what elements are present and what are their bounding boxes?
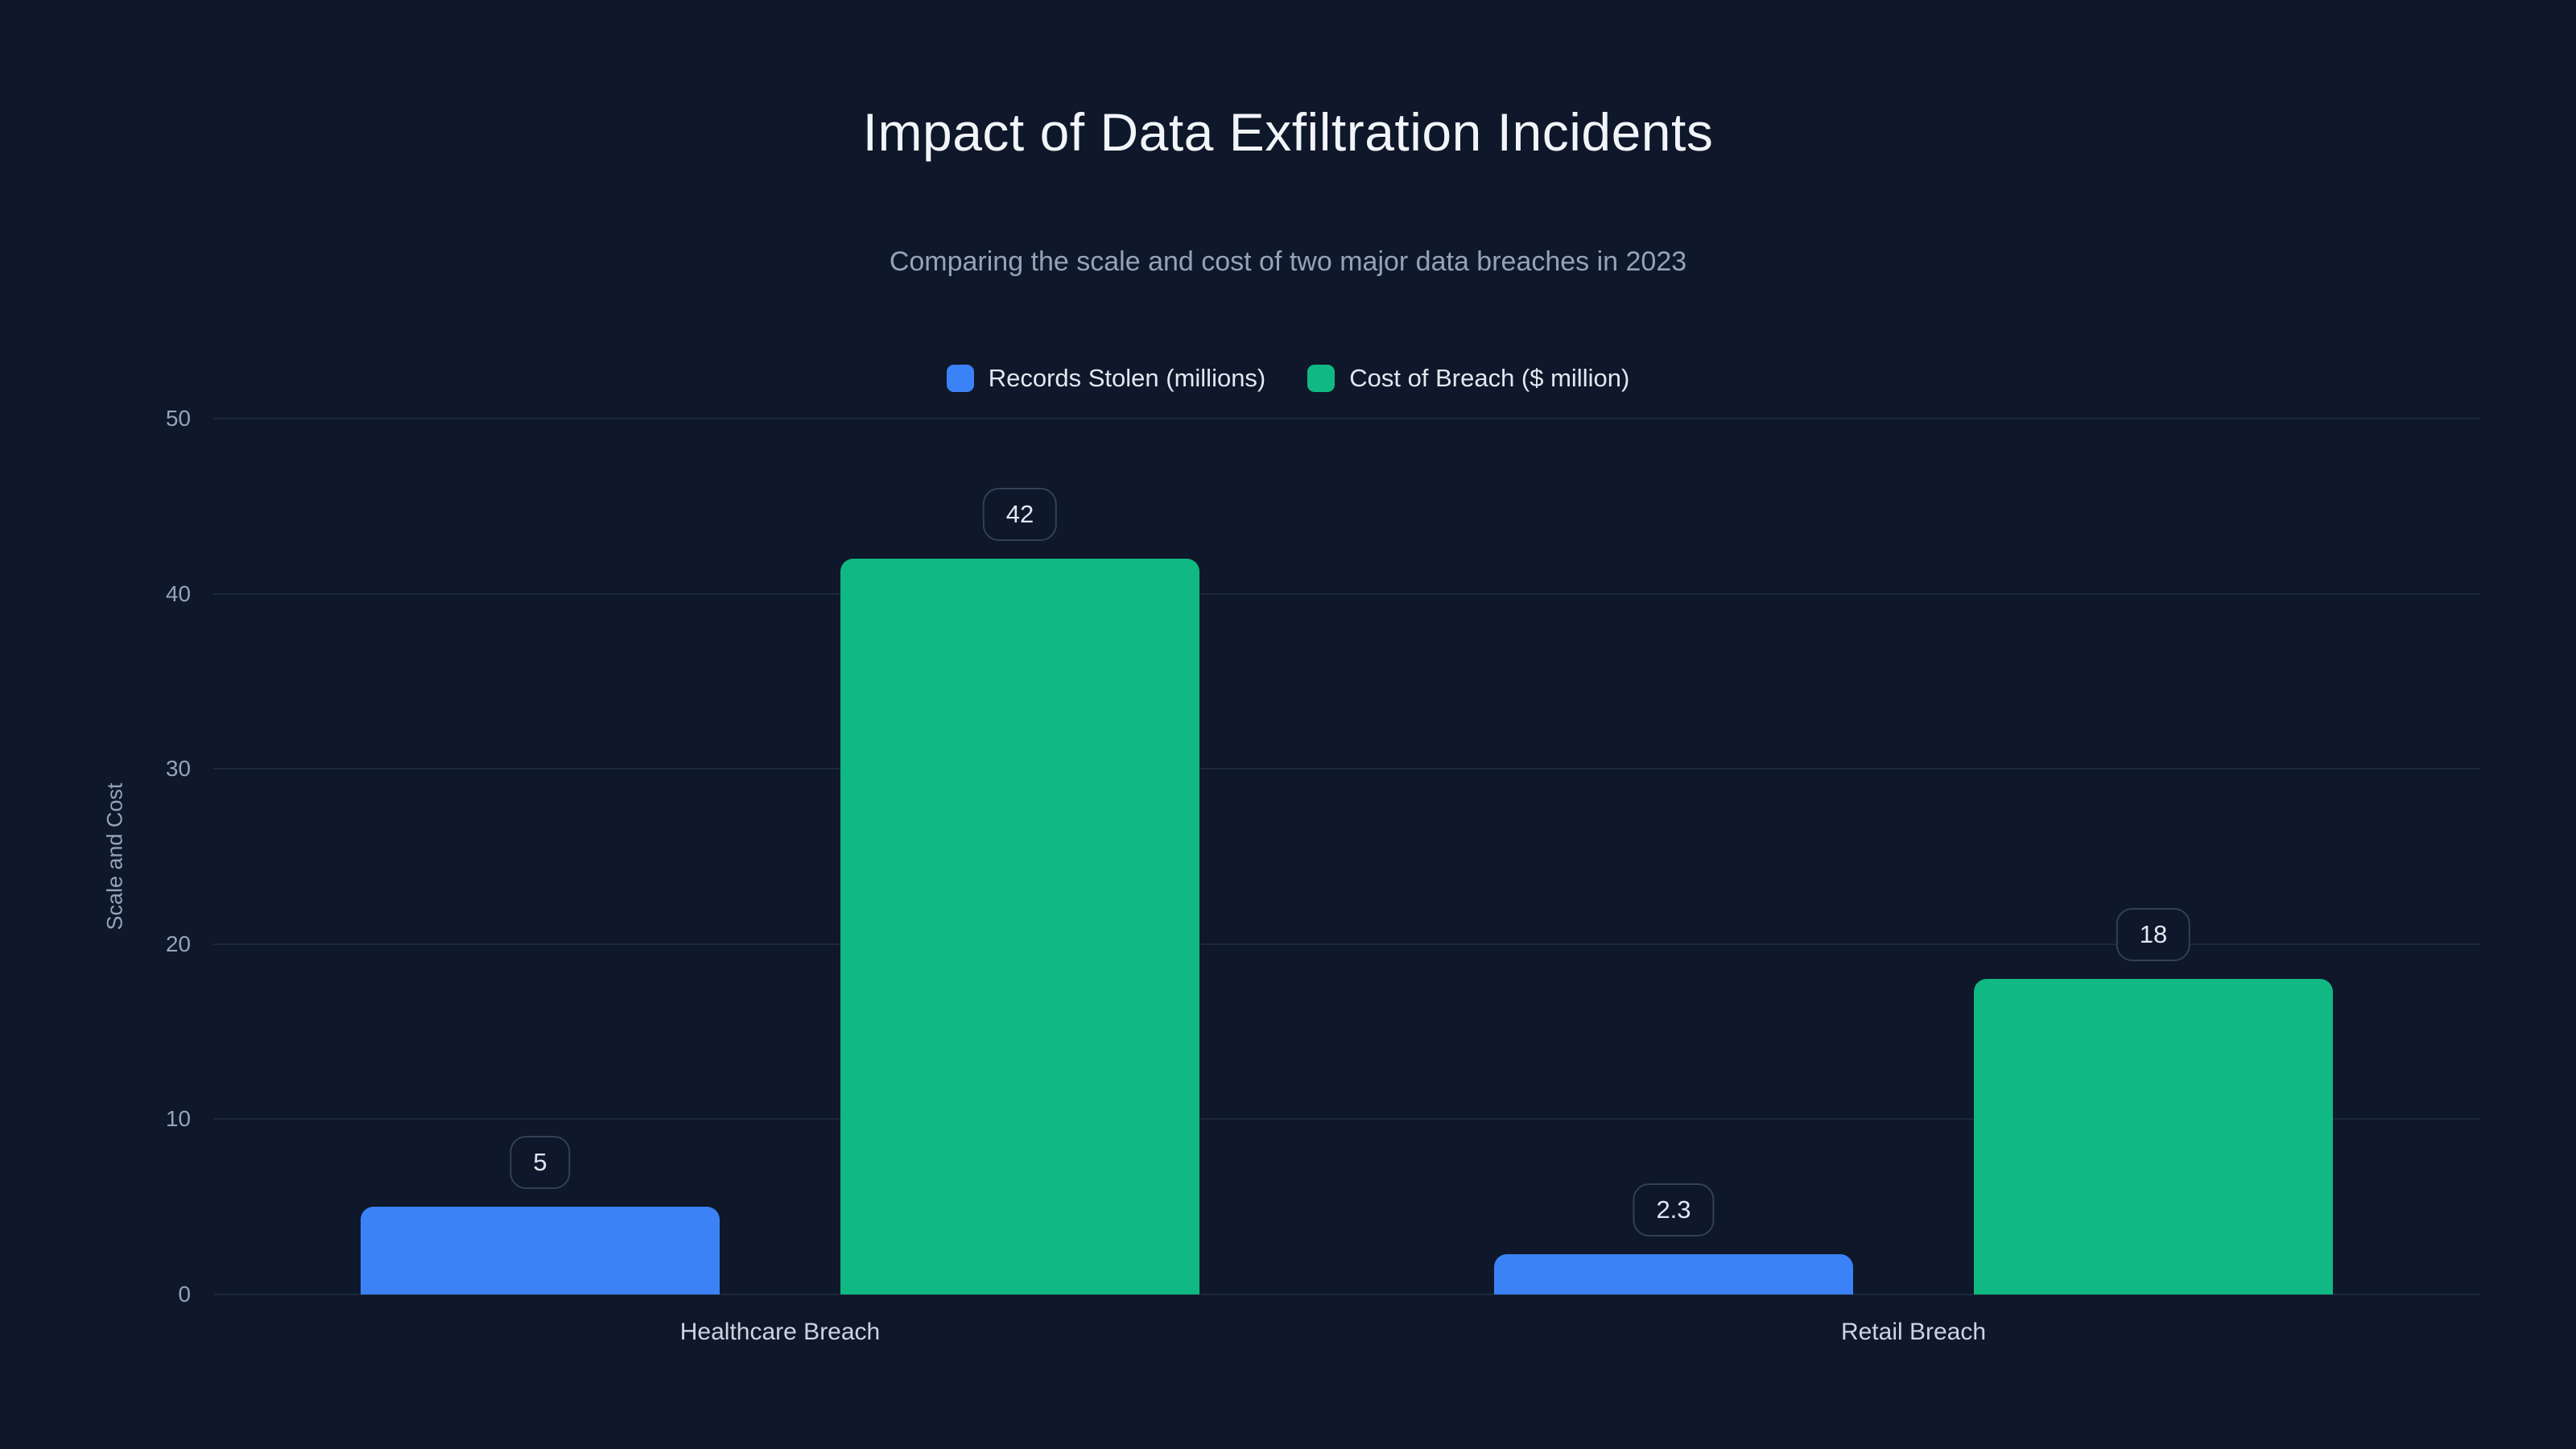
bar-slot: 42	[840, 419, 1199, 1294]
gridline	[213, 768, 2480, 770]
y-axis-label: Scale and Cost	[102, 782, 127, 931]
legend-swatch	[946, 365, 974, 392]
chart-title: Impact of Data Exfiltration Incidents	[862, 102, 1714, 162]
bar-slot: 5	[361, 419, 720, 1294]
y-tick-label: 0	[178, 1282, 191, 1307]
y-tick-label: 30	[165, 756, 191, 782]
legend-item-cost[interactable]: Cost of Breach ($ million)	[1307, 364, 1629, 393]
gridline	[213, 418, 2480, 419]
bar	[361, 1207, 720, 1294]
bar-value-label: 5	[510, 1136, 571, 1190]
bar-value-label: 42	[982, 488, 1058, 542]
legend-label: Cost of Breach ($ million)	[1349, 364, 1630, 392]
gridline	[213, 943, 2480, 945]
bar-group: 2.3 18	[1347, 419, 2480, 1294]
bar-value-label: 2.3	[1633, 1183, 1715, 1236]
gridline	[213, 1294, 2480, 1295]
bar-slot: 2.3	[1494, 419, 1853, 1294]
x-category-label: Healthcare Breach	[679, 1319, 881, 1345]
y-tick-label: 10	[165, 1106, 191, 1132]
bar-groups: 5 42 2.3 18	[213, 419, 2480, 1294]
bar-value-label: 18	[2116, 908, 2191, 962]
plot-area: 5 42 2.3 18 0 10 20 30 40 50	[166, 406, 2480, 1307]
y-tick-label: 40	[165, 580, 191, 606]
legend-label: Records Stolen (millions)	[988, 364, 1266, 392]
bar	[840, 559, 1199, 1294]
bar	[1974, 979, 2333, 1294]
y-tick-label: 20	[165, 931, 191, 956]
gridline	[213, 1118, 2480, 1121]
legend-item-records[interactable]: Records Stolen (millions)	[946, 364, 1266, 393]
y-tick-label: 50	[165, 406, 191, 431]
legend-swatch	[1307, 365, 1335, 392]
chart-subtitle: Comparing the scale and cost of two majo…	[889, 246, 1687, 277]
gridline	[213, 592, 2480, 595]
x-axis-labels: Healthcare Breach Retail Breach	[213, 1319, 2480, 1346]
chart-legend: Records Stolen (millions) Cost of Breach …	[0, 364, 2576, 393]
bar-slot: 18	[1974, 419, 2333, 1294]
x-category-label: Retail Breach	[1840, 1319, 1987, 1345]
bar	[1494, 1253, 1853, 1294]
bar-group: 5 42	[213, 419, 1347, 1294]
